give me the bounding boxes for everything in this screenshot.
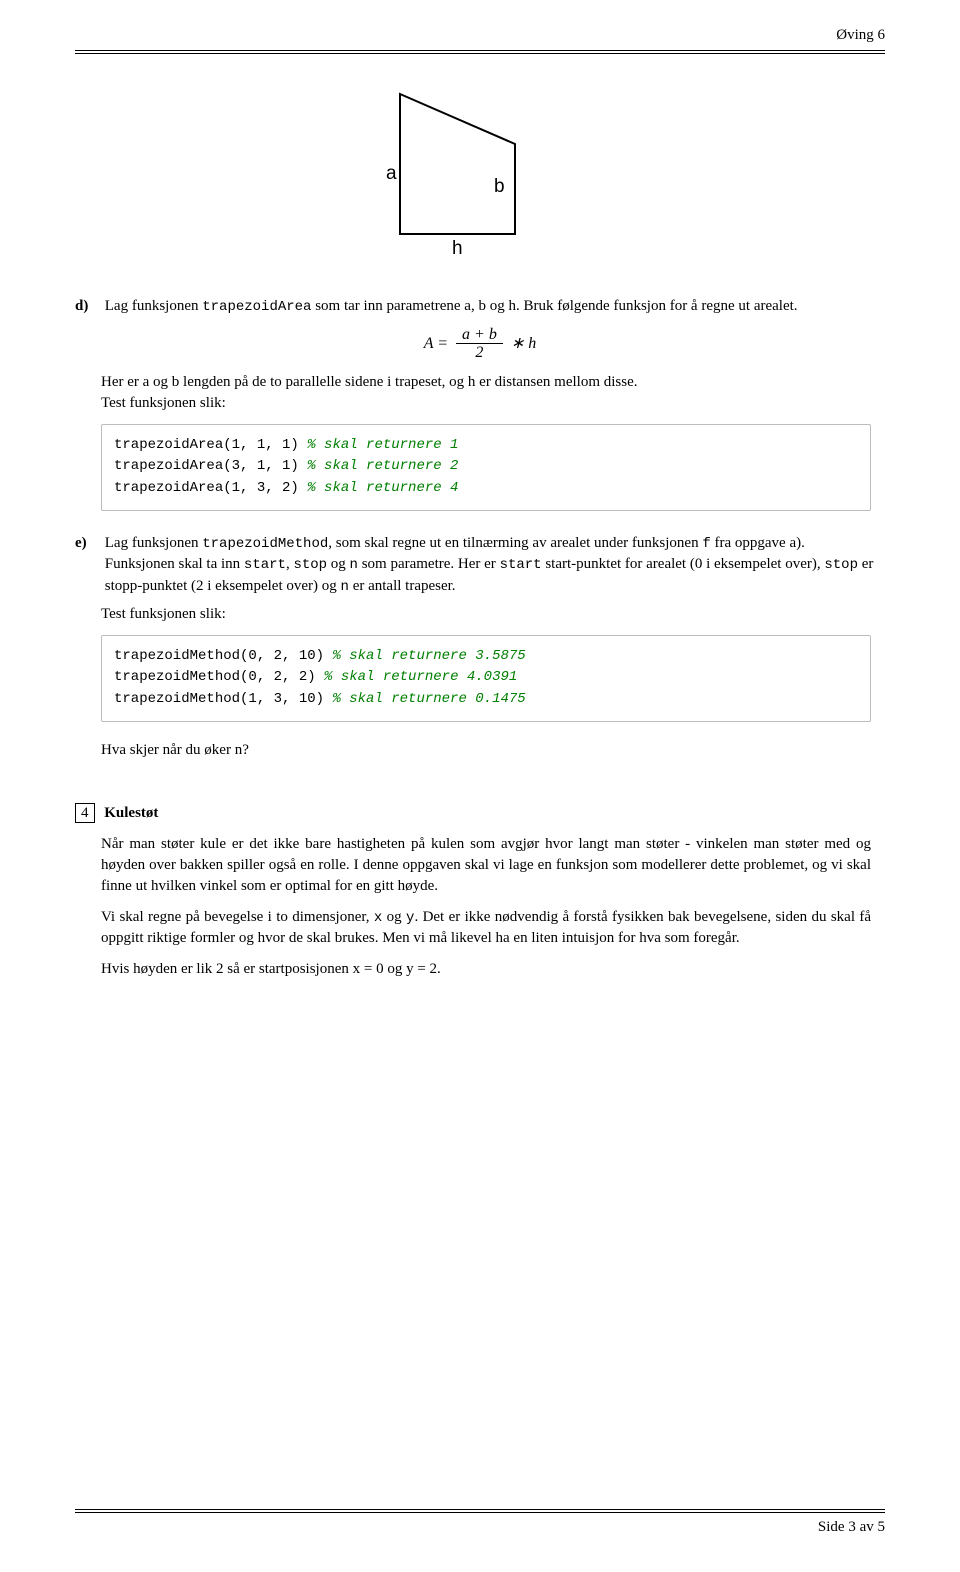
d-test: Test funksjonen slik:: [101, 393, 871, 414]
e-t7: er antall trapeser.: [349, 578, 456, 594]
code-e: trapezoidMethod(0, 2, 10) % skal returne…: [101, 635, 871, 722]
e-t2: , som skal regne ut en tilnærming av are…: [328, 535, 702, 551]
e-fn: trapezoidMethod: [202, 536, 328, 552]
d-intro-pre: Lag funksjonen: [105, 298, 202, 314]
formula-frac: a + b 2: [456, 326, 503, 362]
e-n: n: [350, 557, 358, 573]
e-start: start: [244, 557, 286, 573]
trapezoid-svg: a b h: [380, 84, 535, 259]
sec4-p3: Hvis høyden er lik 2 så er startposisjon…: [101, 959, 871, 980]
e-f: f: [702, 536, 710, 552]
header-title: Øving 6: [75, 25, 885, 46]
svg-text:b: b: [494, 176, 505, 197]
page: Øving 6 a b h d) Lag funksjonen trapezoidA…: [0, 0, 960, 1572]
item-e: e) Lag funksjonen trapezoidMethod, som s…: [75, 533, 885, 598]
sec4-title: Kulestøt: [104, 805, 158, 821]
formula-tail: ∗ h: [507, 334, 536, 351]
e-t4: som parametre. Her er: [358, 556, 500, 572]
d-after: Her er a og b lengden på de to parallell…: [101, 372, 871, 393]
item-d: d) Lag funksjonen trapezoidArea som tar …: [75, 296, 885, 318]
d-formula: A = a + b 2 ∗ h: [75, 326, 885, 362]
d-intro-post: som tar inn parametrene a, b og h. Bruk …: [311, 298, 797, 314]
footer-rule-1: [75, 1509, 885, 1510]
trapezoid-figure: a b h: [380, 84, 580, 266]
svg-text:a: a: [386, 163, 397, 184]
item-d-body: Lag funksjonen trapezoidArea som tar inn…: [105, 296, 875, 318]
e-start2: start: [500, 557, 542, 573]
e-stop2: stop: [824, 557, 858, 573]
footer-text: Side 3 av 5: [75, 1517, 885, 1538]
footer-rule-2: [75, 1512, 885, 1513]
e-n2: n: [341, 579, 349, 595]
e-question: Hva skjer når du øker n?: [101, 740, 871, 761]
formula-num: a + b: [456, 326, 503, 345]
item-e-label: e): [75, 533, 101, 554]
formula-lhs: A =: [424, 334, 448, 351]
code-d: trapezoidArea(1, 1, 1) % skal returnere …: [101, 424, 871, 511]
item-e-body: Lag funksjonen trapezoidMethod, som skal…: [105, 533, 875, 598]
sec4-p1: Når man støter kule er det ikke bare has…: [101, 834, 871, 897]
sec4-num: 4: [75, 803, 95, 824]
item-d-label: d): [75, 296, 101, 317]
e-t1: Lag funksjonen: [105, 535, 202, 551]
d-fn: trapezoidArea: [202, 299, 311, 315]
sec4-heading: 4 Kulestøt: [75, 803, 885, 824]
sec4-p2a: Vi skal regne på bevegelse i to dimensjo…: [101, 909, 374, 925]
sec4-p2: Vi skal regne på bevegelse i to dimensjo…: [101, 907, 871, 950]
footer: Side 3 av 5: [75, 1509, 885, 1538]
formula-den: 2: [456, 344, 503, 362]
e-stop: stop: [293, 557, 327, 573]
sec4-og: og: [382, 909, 406, 925]
e-t5: start-punktet for arealet (0 i eksempele…: [542, 556, 825, 572]
e-test: Test funksjonen slik:: [101, 604, 871, 625]
header-rule-1: [75, 50, 885, 51]
header-rule-2: [75, 53, 885, 54]
svg-text:h: h: [452, 238, 463, 259]
